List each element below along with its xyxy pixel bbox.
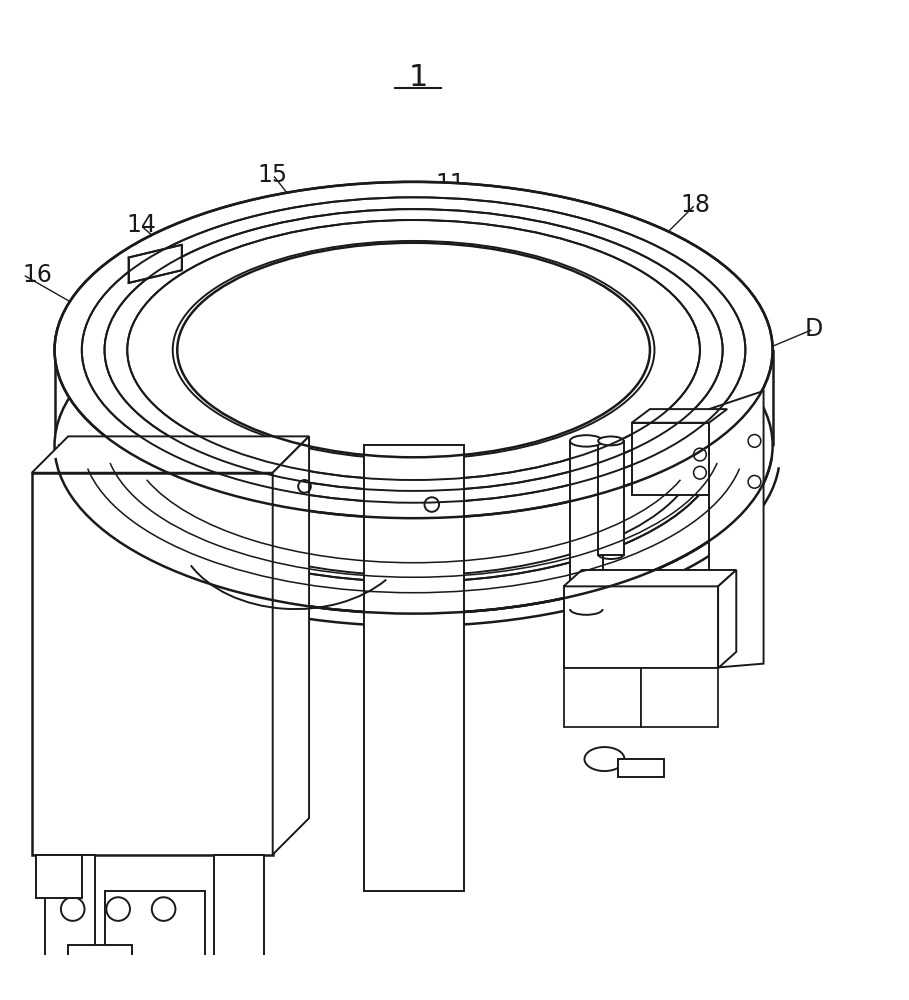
Polygon shape — [564, 586, 718, 668]
Polygon shape — [105, 891, 205, 973]
Polygon shape — [709, 391, 764, 668]
Polygon shape — [59, 445, 118, 827]
Ellipse shape — [173, 241, 654, 459]
Polygon shape — [32, 436, 309, 473]
Text: 14: 14 — [126, 213, 155, 237]
Text: 11: 11 — [435, 172, 464, 196]
Polygon shape — [36, 855, 82, 898]
Ellipse shape — [127, 315, 700, 575]
Ellipse shape — [584, 747, 624, 771]
Ellipse shape — [177, 243, 650, 457]
Ellipse shape — [127, 220, 700, 480]
Polygon shape — [32, 473, 273, 855]
Polygon shape — [128, 245, 182, 283]
Ellipse shape — [82, 197, 745, 503]
Ellipse shape — [570, 435, 603, 447]
Polygon shape — [364, 445, 464, 891]
Polygon shape — [68, 945, 132, 995]
Ellipse shape — [55, 182, 773, 518]
Ellipse shape — [598, 436, 624, 445]
Polygon shape — [564, 668, 641, 727]
Polygon shape — [641, 668, 718, 727]
Ellipse shape — [105, 209, 723, 491]
Polygon shape — [214, 855, 264, 1000]
Text: 16: 16 — [23, 263, 53, 287]
Polygon shape — [618, 759, 664, 777]
Polygon shape — [718, 570, 736, 668]
Polygon shape — [632, 423, 709, 495]
Text: D: D — [804, 317, 823, 341]
Text: 1: 1 — [408, 63, 428, 92]
Polygon shape — [45, 855, 95, 1000]
Text: 15: 15 — [257, 163, 288, 187]
Polygon shape — [273, 436, 309, 855]
Ellipse shape — [105, 300, 723, 582]
Polygon shape — [598, 441, 624, 555]
Polygon shape — [570, 441, 603, 609]
Polygon shape — [632, 409, 727, 423]
Ellipse shape — [55, 277, 773, 614]
Text: 18: 18 — [680, 193, 711, 217]
Polygon shape — [564, 570, 736, 586]
